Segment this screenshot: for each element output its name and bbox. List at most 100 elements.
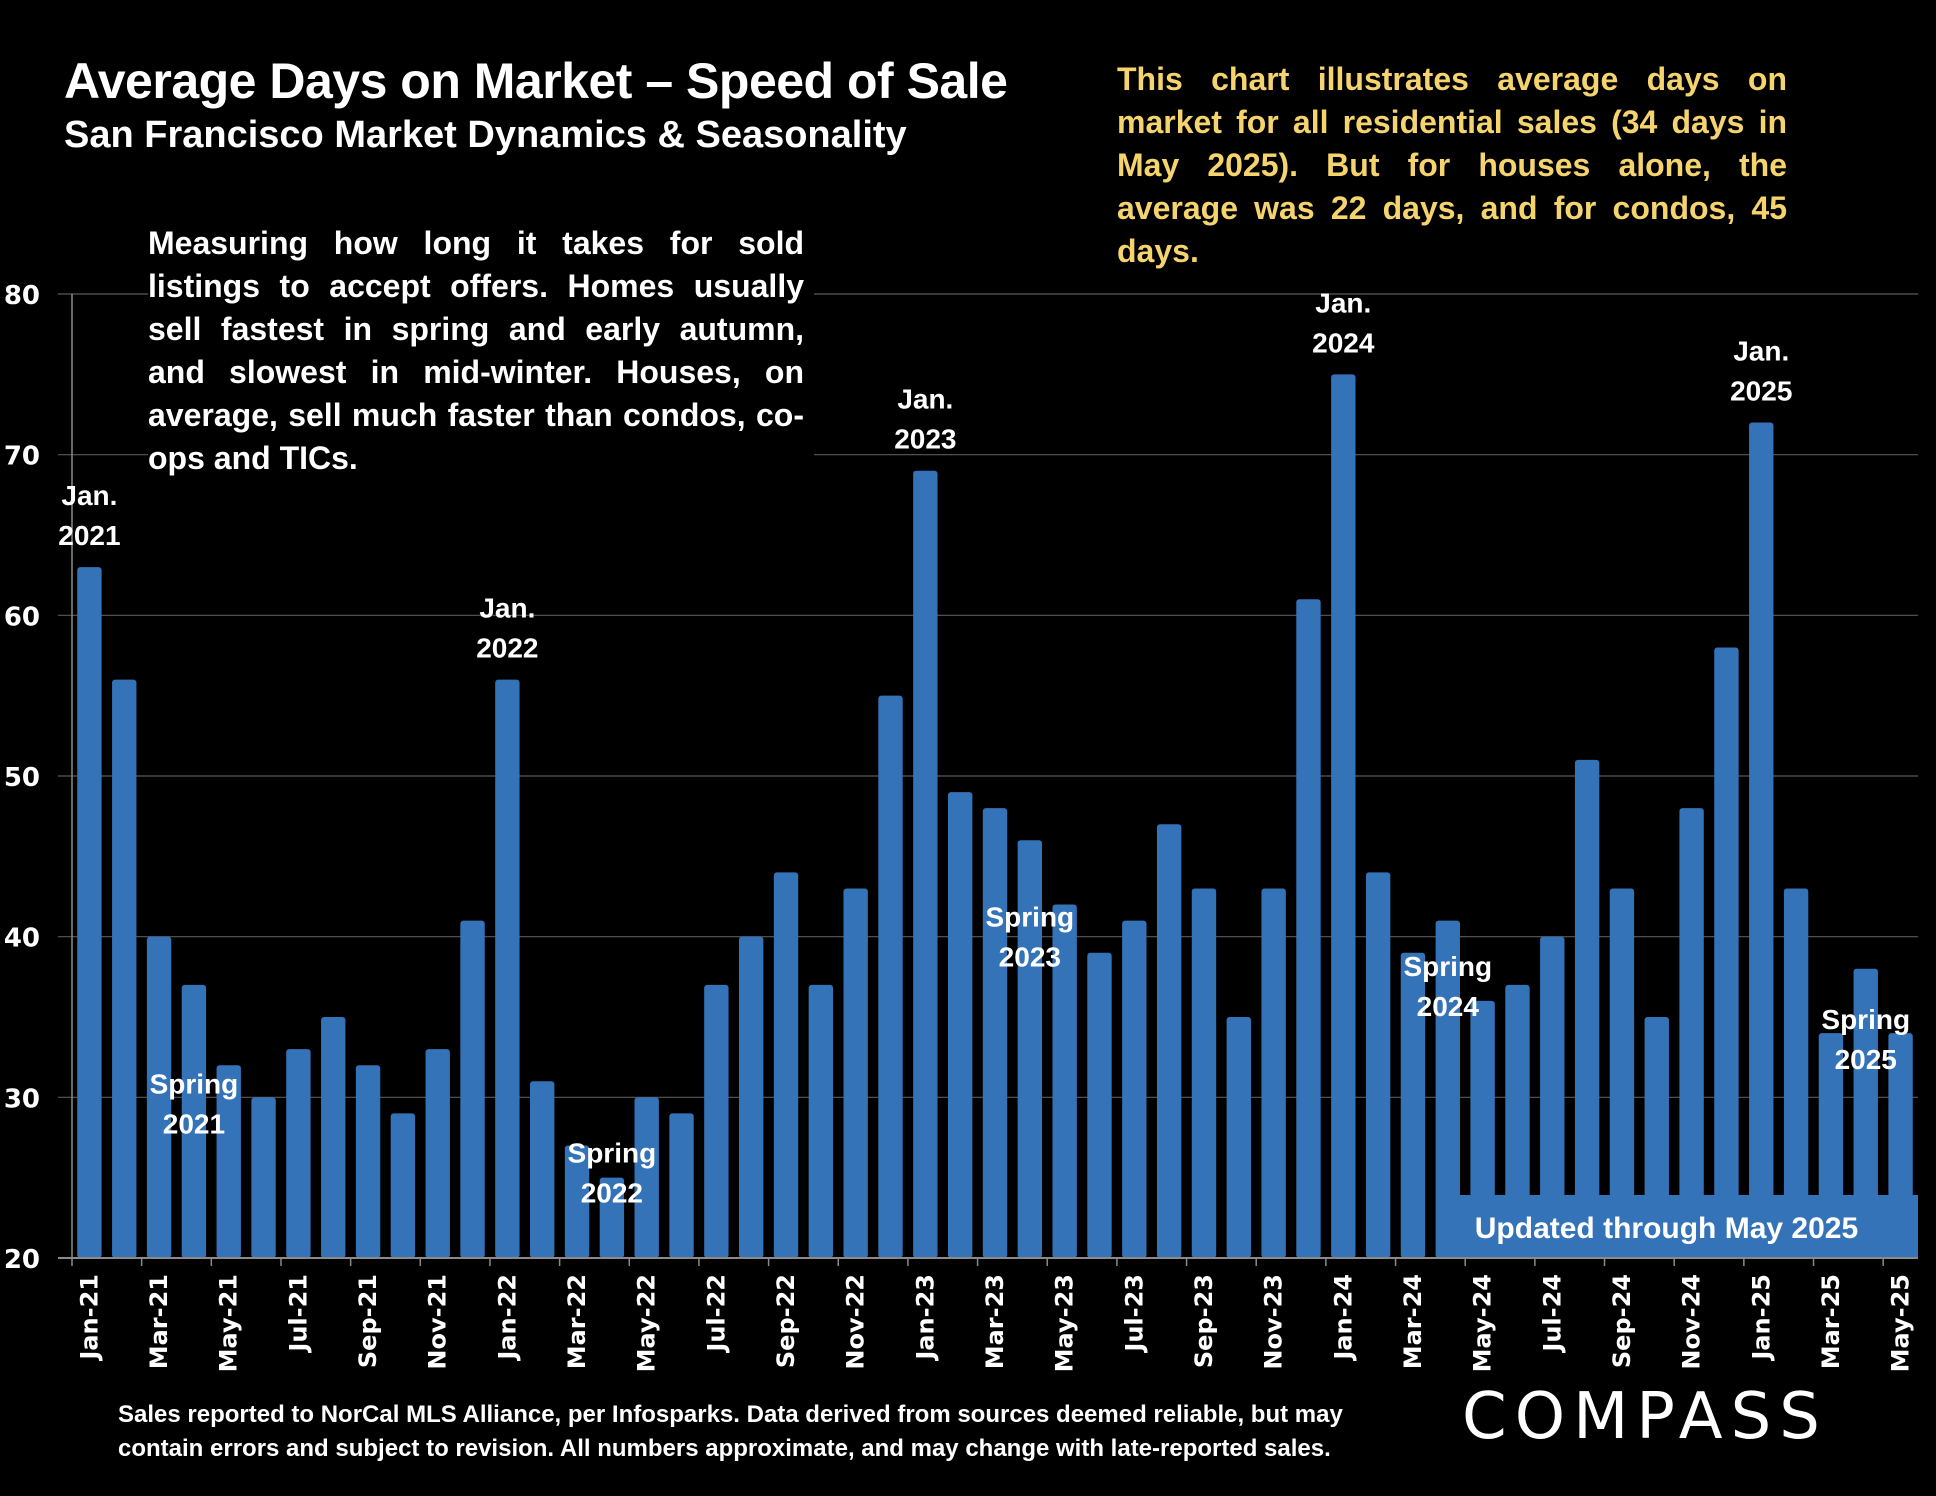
bar xyxy=(773,872,799,1258)
annotation-label: Jan. 2022 xyxy=(476,593,538,664)
x-tick-label: Jan-21 xyxy=(75,1274,103,1362)
bars xyxy=(77,374,1913,1258)
bar xyxy=(495,679,520,1258)
bar xyxy=(1470,1000,1495,1258)
bar xyxy=(216,1065,241,1258)
annotation-line: Spring xyxy=(568,1137,657,1168)
annotation-label: Spring 2025 xyxy=(1821,1004,1910,1075)
bar xyxy=(1261,888,1286,1258)
bar xyxy=(1156,824,1182,1258)
annotation-line: Spring xyxy=(150,1068,239,1099)
annotation-line: Jan. xyxy=(1315,287,1371,318)
annotation-line: 2022 xyxy=(581,1177,643,1208)
y-tick-label: 50 xyxy=(4,763,40,793)
bar xyxy=(599,1177,625,1258)
bar xyxy=(1017,840,1043,1258)
y-tick-label: 40 xyxy=(4,924,40,954)
y-tick-label: 60 xyxy=(4,602,40,632)
bar xyxy=(321,1017,346,1258)
annotation-line: Spring xyxy=(985,901,1074,932)
bar xyxy=(355,1065,381,1258)
x-tick-label: Jul-24 xyxy=(1538,1274,1566,1354)
annotation-line: Spring xyxy=(1403,951,1492,982)
footnote-line-2: contain errors and subject to revision. … xyxy=(118,1435,1331,1462)
bar xyxy=(1540,936,1565,1258)
annotation-label: Spring 2023 xyxy=(985,901,1074,972)
x-tick-label: Mar-22 xyxy=(563,1274,591,1369)
x-tick-label: Jan-23 xyxy=(911,1274,939,1362)
bar xyxy=(1783,888,1809,1258)
chart-subtitle: San Francisco Market Dynamics & Seasonal… xyxy=(64,114,907,156)
x-tick-label: Nov-21 xyxy=(424,1274,452,1370)
bar xyxy=(530,1081,555,1258)
x-tick-label: Mar-23 xyxy=(981,1274,1009,1369)
x-tick-label: Jul-23 xyxy=(1120,1274,1148,1354)
bar xyxy=(738,936,764,1258)
bar xyxy=(286,1049,311,1258)
footnote-line-1: Sales reported to NorCal MLS Alliance, p… xyxy=(118,1401,1343,1428)
bar xyxy=(1400,952,1426,1258)
annotation-line: 2025 xyxy=(1835,1044,1897,1075)
annotation-line: 2022 xyxy=(476,633,538,664)
bar xyxy=(181,984,207,1258)
x-tick-label: Sep-24 xyxy=(1608,1274,1636,1368)
annotation-line: Jan. xyxy=(1733,336,1789,367)
x-tick-label: Jul-21 xyxy=(284,1274,312,1354)
bar xyxy=(112,679,137,1258)
updated-banner-box xyxy=(1454,1195,1918,1257)
y-tick-label: 20 xyxy=(4,1245,40,1275)
bar xyxy=(146,936,172,1258)
annotation-label: Spring 2021 xyxy=(150,1068,239,1139)
bar xyxy=(808,984,834,1258)
x-tick-label: Sep-23 xyxy=(1190,1274,1218,1368)
annotation-label: Spring 2024 xyxy=(1403,951,1492,1022)
bar xyxy=(1679,808,1704,1258)
annotation-line: Jan. xyxy=(61,480,117,511)
x-tick-label: Jan-22 xyxy=(493,1274,521,1362)
y-tick-label: 80 xyxy=(4,281,40,311)
y-tick-label: 70 xyxy=(4,442,40,472)
updated-banner: Updated through May 2025 xyxy=(1454,1195,1918,1257)
bar xyxy=(1749,422,1774,1258)
annotation-label: Jan. 2023 xyxy=(894,384,956,455)
bar xyxy=(1365,872,1391,1258)
compass-logo-icon: COMPASS xyxy=(1462,1380,1828,1454)
chart-title: Average Days on Market – Speed of Sale xyxy=(64,53,1008,109)
annotation-line: 2024 xyxy=(1417,991,1480,1022)
bar xyxy=(1122,920,1147,1258)
x-tick-label: Sep-22 xyxy=(772,1274,800,1368)
compass-logo: COMPASS xyxy=(1462,1378,1892,1454)
bar xyxy=(982,808,1008,1258)
highlight-note: This chart illustrates average days on m… xyxy=(1117,61,1787,269)
annotation-line: 2023 xyxy=(999,941,1061,972)
bar xyxy=(634,1097,659,1258)
bar xyxy=(1052,904,1077,1258)
x-tick-label: Nov-22 xyxy=(842,1274,870,1370)
annotation-line: 2021 xyxy=(58,520,120,551)
chart-description: Measuring how long it takes for sold lis… xyxy=(148,222,814,486)
bar xyxy=(843,888,868,1258)
x-tick-label: Jan-24 xyxy=(1329,1274,1357,1362)
x-tick-label: Nov-24 xyxy=(1678,1274,1706,1370)
bar xyxy=(1331,374,1356,1258)
bar xyxy=(425,1049,450,1258)
bar xyxy=(1574,759,1600,1258)
annotation-label: Jan. 2025 xyxy=(1730,336,1792,407)
axes xyxy=(58,294,1918,1259)
annotation-label: Jan. 2024 xyxy=(1312,287,1375,358)
bar xyxy=(1435,920,1460,1258)
x-tick-label: Mar-21 xyxy=(145,1274,173,1369)
bar xyxy=(1087,952,1112,1258)
x-axis-ticks: Jan-21 Mar-21 May-21 Jul-21 Sep-21 Nov-21 Jan-… xyxy=(71,1258,1915,1372)
annotation-line: 2023 xyxy=(894,424,956,455)
annotations: Jan. 2021 Jan. 2022 Jan. 2023 Jan. 2024 Jan. 2025… xyxy=(58,287,1910,1208)
logo-wordmark: COMPASS xyxy=(1462,1380,1828,1448)
y-axis-ticks: 20 30 40 50 60 70 80 xyxy=(4,281,40,1275)
annotation-line: 2021 xyxy=(163,1108,225,1139)
bar xyxy=(1714,647,1739,1258)
x-tick-label: Nov-23 xyxy=(1260,1274,1288,1370)
bar xyxy=(913,470,938,1258)
annotation-line: Jan. xyxy=(897,384,953,415)
updated-banner-text: Updated through May 2025 xyxy=(1475,1212,1858,1245)
